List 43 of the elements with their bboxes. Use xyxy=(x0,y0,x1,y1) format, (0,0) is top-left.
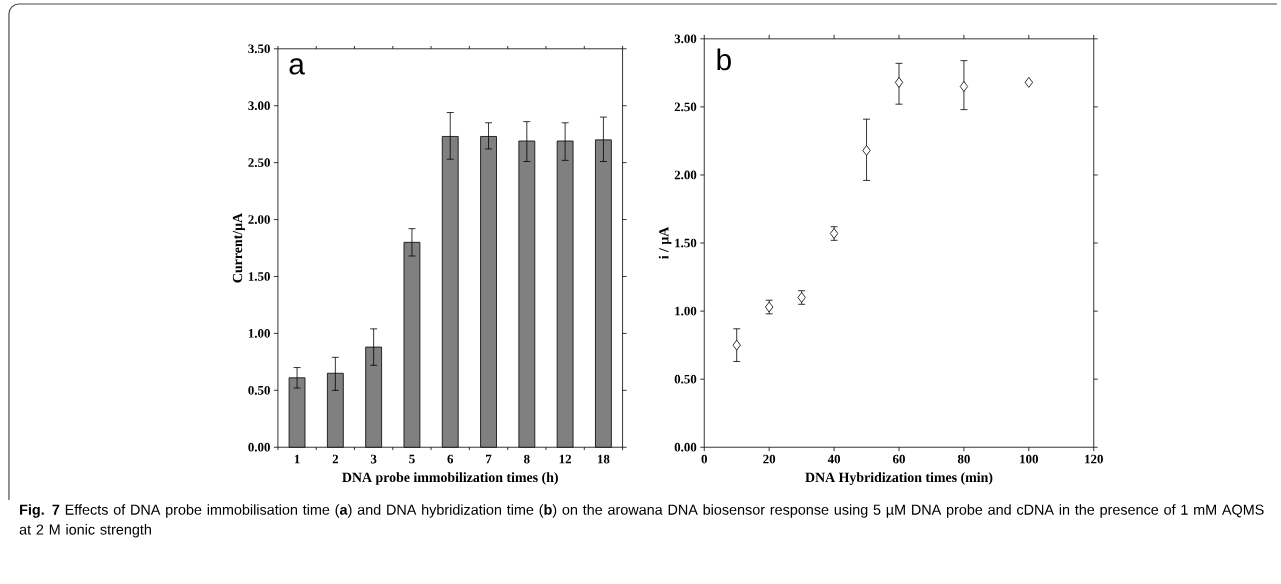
y-tick-label: 3.50 xyxy=(248,44,270,54)
x-tick-label: 8 xyxy=(524,454,530,464)
point xyxy=(1024,77,1033,88)
x-tick-label: 20 xyxy=(763,454,776,464)
x-tick-label: 60 xyxy=(892,454,905,464)
y-tick-label: 0.00 xyxy=(674,443,697,452)
y-tick-label: 0.00 xyxy=(248,443,270,452)
y-tick-label: 3.00 xyxy=(674,34,697,44)
text: Fig. 7 Effects of DNA probe immobilisation time (a) and DNA hybridization time (b) on the arowana DNA biosensor response using 5 µM DNA probe and cDNA in the presence of 1 mM AQMS at 2 M ionic strength xyxy=(19,504,1264,538)
y-tick-label: 1.00 xyxy=(675,306,697,316)
x-tick-label: 2 xyxy=(332,454,339,464)
x-tick-label: 12 xyxy=(559,454,572,464)
x-axis-title: DNA probe immobilization times (h) xyxy=(342,472,558,485)
x-tick-label: 3 xyxy=(370,454,377,464)
y-tick-label: 0.50 xyxy=(248,386,270,395)
y-tick-label: 1.00 xyxy=(248,329,270,338)
y-tick-label: 2.50 xyxy=(248,158,270,168)
annotation: b xyxy=(717,48,731,71)
x-tick-label: 6 xyxy=(447,454,454,464)
x-tick-label: 1 xyxy=(294,454,300,464)
y-tick-label: 0.50 xyxy=(674,374,697,384)
x-tick-label: 18 xyxy=(598,454,610,464)
point xyxy=(959,81,969,93)
x-tick-label: 0 xyxy=(701,454,707,464)
point xyxy=(862,145,871,156)
y-tick-label: 2.00 xyxy=(674,170,697,180)
y-axis-title: Current/μA xyxy=(232,213,246,283)
x-tick-label: 120 xyxy=(1085,454,1103,464)
y-tick-label: 3.00 xyxy=(248,101,270,111)
x-tick-label: 40 xyxy=(827,454,841,464)
y-tick-label: 2.00 xyxy=(248,215,270,225)
x-tick-label: 80 xyxy=(957,454,970,464)
x-tick-label: 5 xyxy=(409,454,415,464)
x-axis-title: DNA Hybridization times (min) xyxy=(805,472,993,486)
point xyxy=(732,339,741,351)
y-tick-label: 1.50 xyxy=(675,238,697,248)
point xyxy=(894,77,904,88)
y-axis-title: i / μA xyxy=(658,227,672,260)
x-tick-label: 7 xyxy=(486,454,492,464)
x-tick-label: 100 xyxy=(1020,454,1039,464)
y-tick-label: 1.50 xyxy=(248,272,270,282)
annotation: a xyxy=(289,58,305,75)
y-tick-label: 2.50 xyxy=(674,102,697,112)
